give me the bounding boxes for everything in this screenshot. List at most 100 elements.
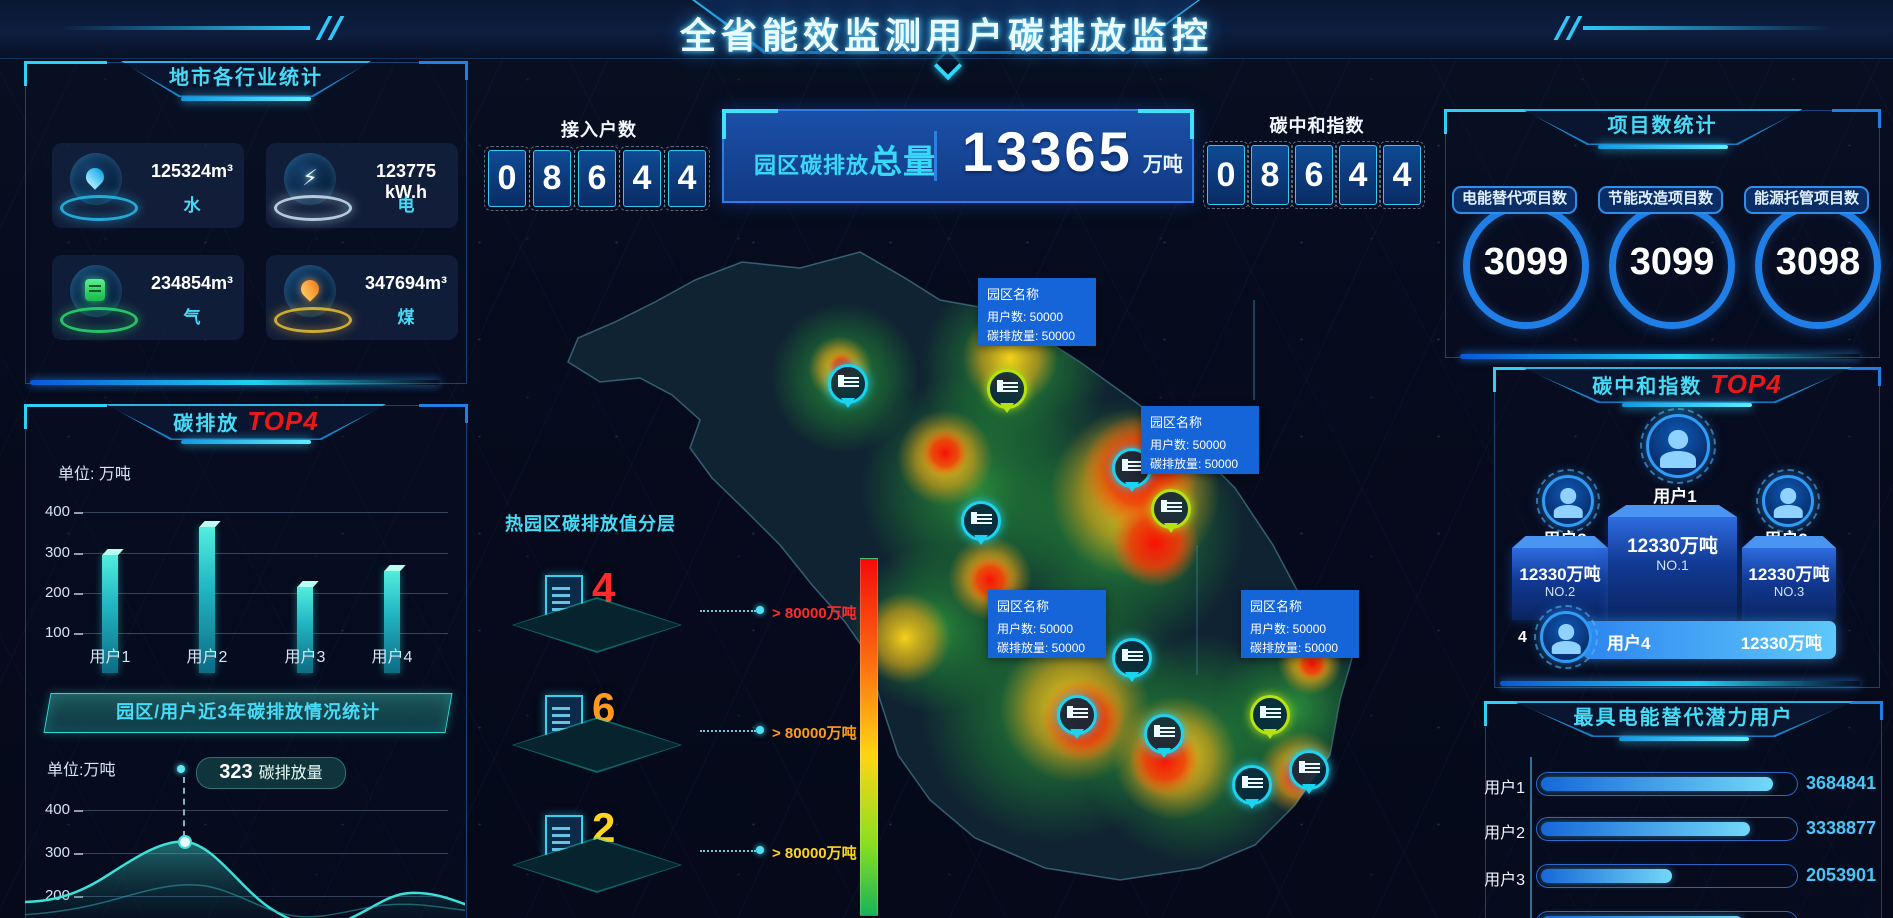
tick-dash bbox=[74, 593, 83, 595]
building-icon bbox=[1259, 706, 1281, 718]
building-icon bbox=[1121, 649, 1143, 661]
total-unit: 万吨 bbox=[1142, 154, 1183, 176]
leader-line bbox=[700, 730, 756, 732]
top4-highlight: TOP4 bbox=[1710, 369, 1782, 399]
tooltip-value: 323 bbox=[219, 761, 253, 783]
layer-count: 2 bbox=[592, 804, 616, 851]
tooltip-emission: 碳排放量: 50000 bbox=[987, 328, 1076, 343]
digit-box: 6 bbox=[1291, 141, 1337, 209]
podium-box-no3: 12330万吨 NO.3 bbox=[1742, 548, 1836, 620]
podium-value: 12330万吨 bbox=[1748, 565, 1830, 584]
page-title: 全省能效监测用户碳排放监控 bbox=[679, 15, 1213, 56]
podium-box-no1: 12330万吨 NO.1 bbox=[1608, 517, 1737, 620]
map-pin[interactable] bbox=[961, 501, 1001, 541]
heat-legend-title: 热园区碳排放值分层 bbox=[505, 514, 676, 534]
stat-label: 气 bbox=[183, 308, 201, 327]
gridline bbox=[82, 810, 448, 811]
podium-box-no2: 12330万吨 NO.2 bbox=[1512, 548, 1608, 620]
tick-dash bbox=[74, 810, 83, 812]
tooltip-emission: 碳排放量: 50000 bbox=[1250, 640, 1339, 655]
corner-accent bbox=[722, 109, 778, 139]
digit-box: 8 bbox=[1247, 141, 1293, 209]
layer-threshold: > 80000万吨 bbox=[772, 605, 857, 622]
rank4-row[interactable]: 用户4 12330万吨 bbox=[1583, 621, 1836, 659]
building-icon bbox=[970, 512, 992, 524]
bar-user2[interactable] bbox=[199, 527, 215, 673]
map-pin[interactable] bbox=[828, 364, 868, 404]
podium-rank: NO.3 bbox=[1773, 584, 1805, 599]
map-pin[interactable] bbox=[1144, 714, 1184, 754]
potential-bar bbox=[1536, 772, 1798, 796]
stat-card-electricity: ⚡ 123775 kW.h 电 bbox=[266, 143, 458, 228]
map-pin-highlighted[interactable] bbox=[1151, 489, 1191, 529]
gridline bbox=[82, 853, 448, 854]
gridline bbox=[82, 553, 448, 554]
map-tooltip: 园区名称 用户数: 50000 碳排放量: 50000 bbox=[978, 278, 1096, 346]
tick-dash bbox=[74, 853, 83, 855]
user3-avatar bbox=[1536, 469, 1600, 533]
leader-line bbox=[700, 850, 756, 852]
project-label: 能源托管项目数 bbox=[1744, 186, 1870, 214]
bar-user4[interactable] bbox=[384, 571, 400, 673]
top4-highlight: TOP4 bbox=[247, 406, 319, 436]
gridline bbox=[82, 896, 448, 897]
map-tooltip: 园区名称 用户数: 50000 碳排放量: 50000 bbox=[1141, 406, 1259, 474]
map-pin-highlighted[interactable] bbox=[987, 369, 1027, 409]
bar-user1[interactable] bbox=[102, 555, 118, 673]
stat-card-coal: 347694m³ 煤 bbox=[266, 255, 458, 340]
deco-line bbox=[1253, 300, 1255, 400]
tooltip-users: 用户数: 50000 bbox=[1250, 622, 1327, 636]
map-pin[interactable] bbox=[1232, 765, 1272, 805]
total-value: 13365 bbox=[962, 120, 1133, 183]
bar-user3[interactable] bbox=[297, 587, 313, 673]
podium-rank: NO.2 bbox=[1544, 584, 1576, 599]
map-tooltip: 园区名称 用户数: 50000 碳排放量: 50000 bbox=[1241, 590, 1359, 658]
panel-divider-glow bbox=[30, 380, 440, 385]
y-tick: 200 bbox=[44, 584, 70, 601]
potential-bar bbox=[1536, 911, 1798, 918]
stat-label: 水 bbox=[183, 196, 201, 215]
digit-box: 4 bbox=[1335, 141, 1381, 209]
leader-dot bbox=[756, 846, 764, 854]
map-tooltip: 园区名称 用户数: 50000 碳排放量: 50000 bbox=[988, 590, 1106, 658]
building-icon bbox=[1121, 459, 1143, 471]
y-tick: 300 bbox=[44, 544, 70, 561]
potential-user-label: 用户2 bbox=[1484, 825, 1525, 842]
layer-count: 6 bbox=[592, 684, 616, 731]
map-pin[interactable] bbox=[1112, 638, 1152, 678]
x-label: 用户2 bbox=[186, 649, 228, 666]
digit-box: 4 bbox=[664, 146, 710, 211]
stat-label: 煤 bbox=[397, 308, 415, 327]
leader-dot bbox=[756, 606, 764, 614]
total-emission-panel: 园区碳排放总量 13365 万吨 bbox=[722, 109, 1194, 203]
tooltip-dot bbox=[177, 765, 185, 773]
building-icon bbox=[837, 375, 859, 387]
map-pin[interactable] bbox=[1289, 750, 1329, 790]
tooltip-leader-line bbox=[183, 777, 185, 837]
podium-value: 12330万吨 bbox=[1627, 536, 1718, 557]
building-icon bbox=[1153, 725, 1175, 737]
digit-box: 0 bbox=[484, 146, 530, 211]
tooltip-users: 用户数: 50000 bbox=[1150, 438, 1227, 452]
panel-neutral-title: 碳中和指数 bbox=[1592, 376, 1703, 398]
panel-industry-title: 地市各行业统计 bbox=[169, 67, 323, 89]
user4-avatar bbox=[1534, 605, 1598, 669]
layer-platform bbox=[512, 717, 682, 783]
map-pin-highlighted[interactable] bbox=[1250, 695, 1290, 735]
y-tick: 400 bbox=[44, 801, 70, 818]
gridline bbox=[82, 512, 448, 513]
digit-box: 6 bbox=[574, 146, 620, 211]
trend-tooltip: 323 碳排放量 bbox=[196, 757, 346, 789]
gridline bbox=[82, 593, 448, 594]
stat-card-water: 125324m³ 水 bbox=[52, 143, 244, 228]
gridline bbox=[82, 633, 448, 634]
access-users-label: 接入户数 bbox=[561, 120, 637, 140]
user2-avatar bbox=[1756, 469, 1820, 533]
digit-box: 8 bbox=[529, 146, 575, 211]
stat-card-gas: 234854m³ 气 bbox=[52, 255, 244, 340]
leader-line bbox=[700, 610, 756, 612]
map-pin[interactable] bbox=[1057, 695, 1097, 735]
history-stats-button[interactable]: 园区/用户近3年碳排放情况统计 bbox=[43, 693, 453, 733]
panel-potential-title: 最具电能替代潜力用户 bbox=[1573, 707, 1794, 729]
tick-dash bbox=[74, 633, 83, 635]
